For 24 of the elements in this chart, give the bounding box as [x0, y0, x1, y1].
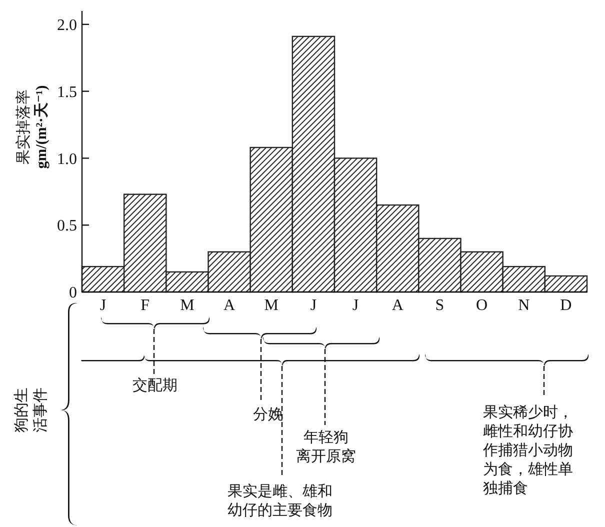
x-tick-label: A — [392, 297, 404, 314]
x-tick-label: N — [518, 297, 530, 314]
y-tick-label: 0.5 — [57, 218, 77, 235]
text: 狗的生活事件 — [13, 388, 49, 432]
text: 分娩 — [253, 406, 283, 423]
x-tick-label: J — [100, 297, 106, 314]
x-tick-label: M — [180, 297, 194, 314]
text: 果实稀少时，雌性和幼仔协作捕猎小动物为食，雄性单独捕食 — [482, 404, 573, 497]
x-tick-label: J — [352, 297, 359, 314]
y-tick-label: 2.0 — [57, 16, 77, 34]
x-tick-label: S — [435, 297, 444, 314]
y-tick-label: 1.5 — [57, 84, 77, 101]
text: 果实是雌、雄和幼仔的主要食物 — [228, 483, 332, 519]
x-tick-label: F — [140, 297, 150, 314]
y-tick-label: 1.0 — [57, 150, 77, 168]
y-tick-label: 0 — [69, 284, 77, 302]
y-axis-title: 果实掉落率 gm/(m²·天⁻¹) — [15, 85, 50, 169]
x-tick-label: O — [476, 297, 488, 314]
text: 年轻狗离开原窝 — [296, 429, 356, 465]
x-tick-label: D — [560, 297, 572, 314]
x-tick-label: J — [310, 297, 317, 314]
text: 交配期 — [132, 377, 178, 394]
x-tick-label: M — [264, 297, 278, 314]
x-tick-label: A — [224, 297, 236, 314]
